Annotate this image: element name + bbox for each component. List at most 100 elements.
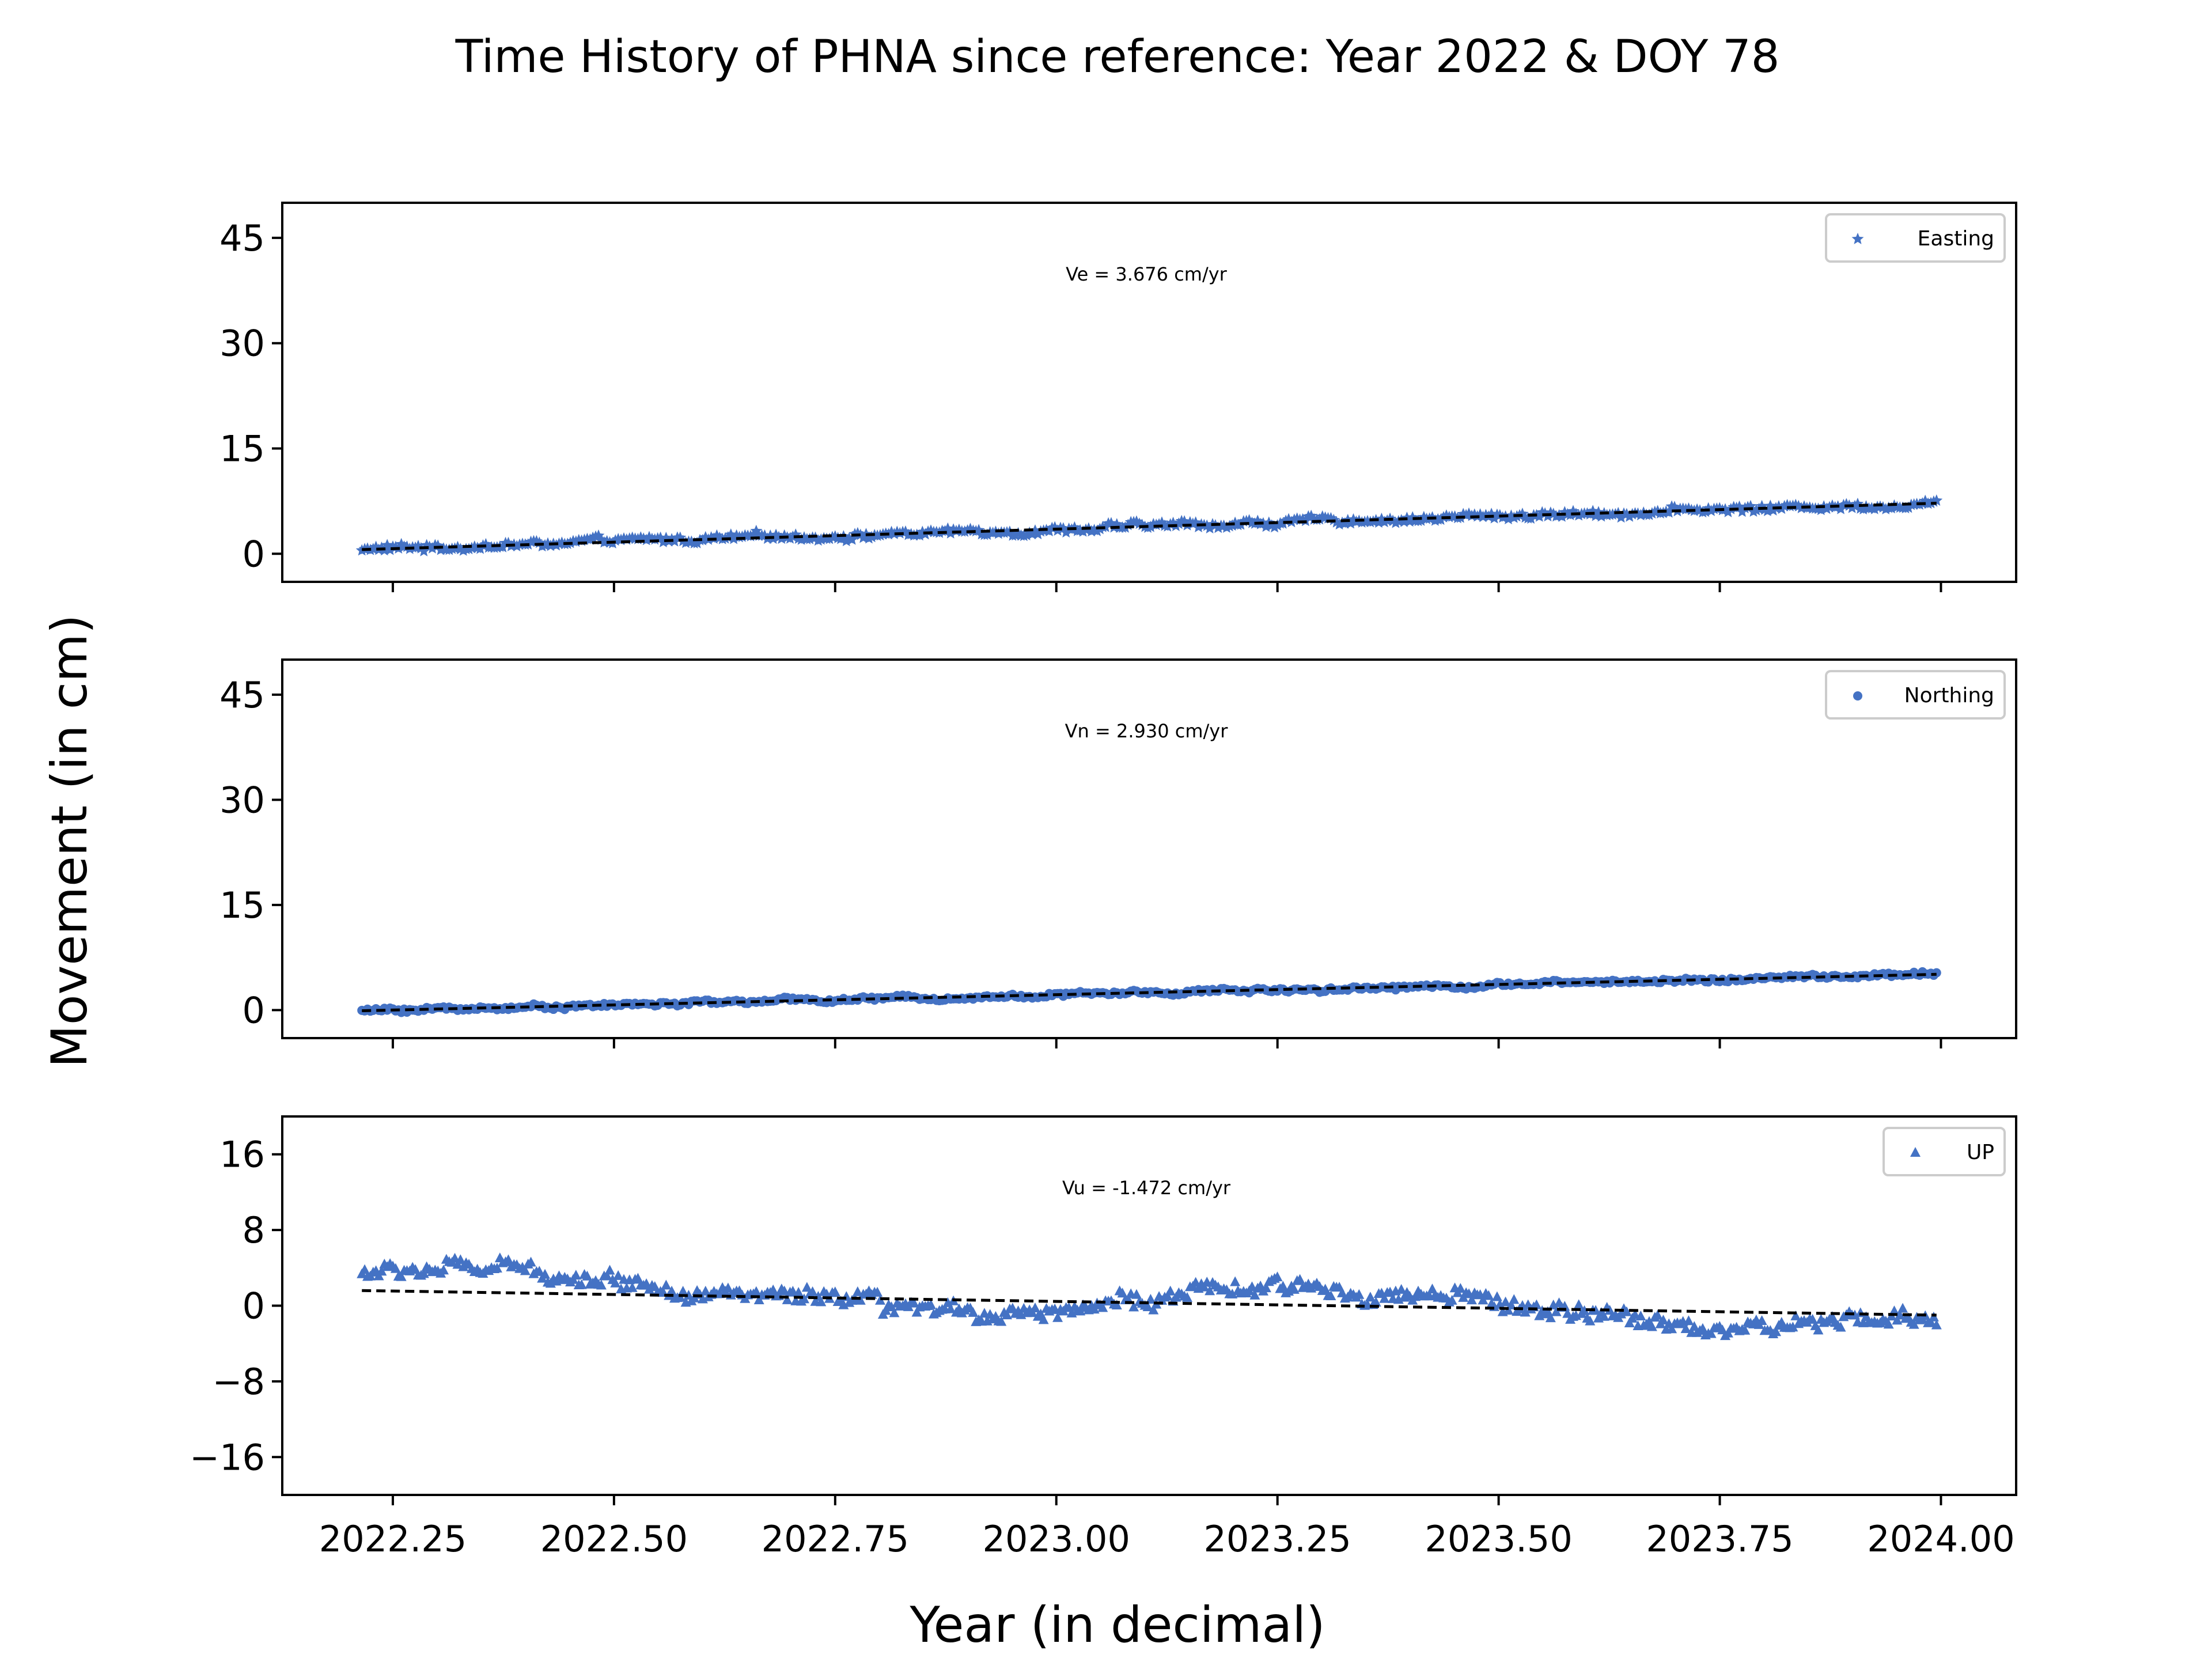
easting-point: [418, 544, 430, 556]
up-point: [1162, 1290, 1173, 1301]
up-point: [1128, 1301, 1139, 1312]
up-point: [610, 1277, 621, 1288]
easting-ytick-label: 30: [219, 323, 265, 365]
up-point: [525, 1256, 536, 1267]
up-point: [627, 1282, 638, 1292]
easting-point: [1266, 519, 1278, 531]
up-point: [1294, 1274, 1305, 1284]
up-point: [438, 1265, 449, 1275]
northing-legend-label: Northing: [1904, 684, 1994, 707]
up-legend-label: UP: [1967, 1141, 1994, 1164]
xtick-label: 2022.50: [540, 1518, 688, 1560]
up-point: [1706, 1328, 1717, 1338]
northing-axes-frame: [281, 658, 2017, 1039]
up-ytick-label: −16: [190, 1436, 265, 1478]
easting-point: [1463, 507, 1475, 519]
up-point: [1509, 1294, 1520, 1304]
up-point: [613, 1270, 624, 1280]
up-point: [396, 1271, 407, 1281]
up-point: [968, 1307, 979, 1317]
easting-point: [823, 532, 836, 544]
easting-trend-line: [362, 502, 1937, 551]
up-point: [1573, 1299, 1584, 1309]
easting-ytick-label: 45: [219, 217, 265, 259]
up-point: [889, 1307, 900, 1318]
up-point: [1145, 1293, 1156, 1304]
xtick-label: 2023.75: [1646, 1518, 1793, 1560]
up-point: [1289, 1284, 1300, 1294]
easting-legend: [1825, 213, 2006, 263]
up-point: [816, 1296, 827, 1307]
up-point: [1111, 1299, 1122, 1309]
up-point: [945, 1303, 956, 1313]
easting-point: [412, 540, 425, 551]
up-point: [880, 1305, 891, 1315]
northing-ytick-label: 0: [243, 989, 265, 1031]
up-point: [1494, 1298, 1505, 1309]
panels: 0 15 30 45 Ve = 3.676 cm/yr Easting 0 15 30 45 Vn …: [190, 202, 2017, 1560]
up-point: [1931, 1319, 1942, 1330]
panel-easting: 0 15 30 45 Ve = 3.676 cm/yr Easting: [219, 202, 2017, 592]
northing-ytick-label: 45: [219, 674, 265, 716]
up-point: [1813, 1324, 1824, 1335]
up-point: [1531, 1299, 1542, 1309]
up-point: [1545, 1312, 1556, 1323]
easting-point: [846, 533, 858, 545]
up-legend-marker: [1910, 1147, 1921, 1157]
up-point: [1740, 1324, 1751, 1335]
easting-legend-label: Easting: [1918, 227, 1994, 251]
up-point: [666, 1285, 677, 1296]
northing-ytick-label: 15: [219, 884, 265, 926]
up-point: [852, 1286, 863, 1296]
up-point: [1370, 1297, 1381, 1307]
up-point: [1771, 1326, 1782, 1337]
easting-point: [1378, 516, 1391, 528]
up-point: [689, 1292, 700, 1303]
up-point: [1551, 1306, 1562, 1316]
up-ytick-label: 0: [243, 1285, 265, 1327]
up-point: [576, 1279, 587, 1289]
panel-northing: 0 15 30 45 Vn = 2.930 cm/yr Northing: [219, 658, 2017, 1048]
easting-axes-frame: [281, 202, 2017, 583]
up-point: [601, 1270, 612, 1281]
up-point: [604, 1265, 615, 1275]
easting-ytick-label: 0: [243, 533, 265, 575]
up-point: [1506, 1299, 1517, 1309]
up-point: [596, 1279, 607, 1290]
up-point: [1354, 1289, 1365, 1299]
figure-title: Time History of PHNA since reference: Ye…: [455, 31, 1780, 83]
easting-legend-marker: [1851, 233, 1864, 244]
up-point: [1585, 1315, 1596, 1326]
easting-point: [510, 540, 523, 552]
up-point: [1478, 1294, 1488, 1305]
easting-point: [1846, 501, 1858, 513]
easting-point: [1161, 520, 1174, 532]
northing-points: [357, 967, 1941, 1017]
up-point: [1272, 1271, 1283, 1282]
up-point: [1325, 1290, 1336, 1300]
up-point: [661, 1279, 672, 1290]
up-point: [390, 1263, 401, 1273]
up-point: [1227, 1288, 1238, 1298]
up-point: [570, 1270, 581, 1280]
up-point: [1652, 1309, 1663, 1320]
up-point: [855, 1294, 866, 1305]
up-point: [1131, 1289, 1142, 1299]
up-point: [1466, 1294, 1477, 1305]
up-point: [1199, 1281, 1210, 1292]
up-point: [520, 1265, 531, 1275]
up-point: [1066, 1307, 1077, 1318]
up-point: [793, 1286, 804, 1297]
up-legend: [1883, 1127, 2006, 1176]
up-point: [418, 1268, 429, 1278]
up-point: [782, 1294, 793, 1304]
up-points: [357, 1252, 1942, 1341]
up-point: [1621, 1306, 1632, 1316]
up-point: [1897, 1303, 1908, 1313]
up-point: [1089, 1304, 1100, 1314]
xtick-label: 2022.25: [319, 1518, 467, 1560]
up-point: [830, 1286, 840, 1297]
northing-legend-marker: [1853, 691, 1862, 701]
up-point: [874, 1294, 885, 1305]
